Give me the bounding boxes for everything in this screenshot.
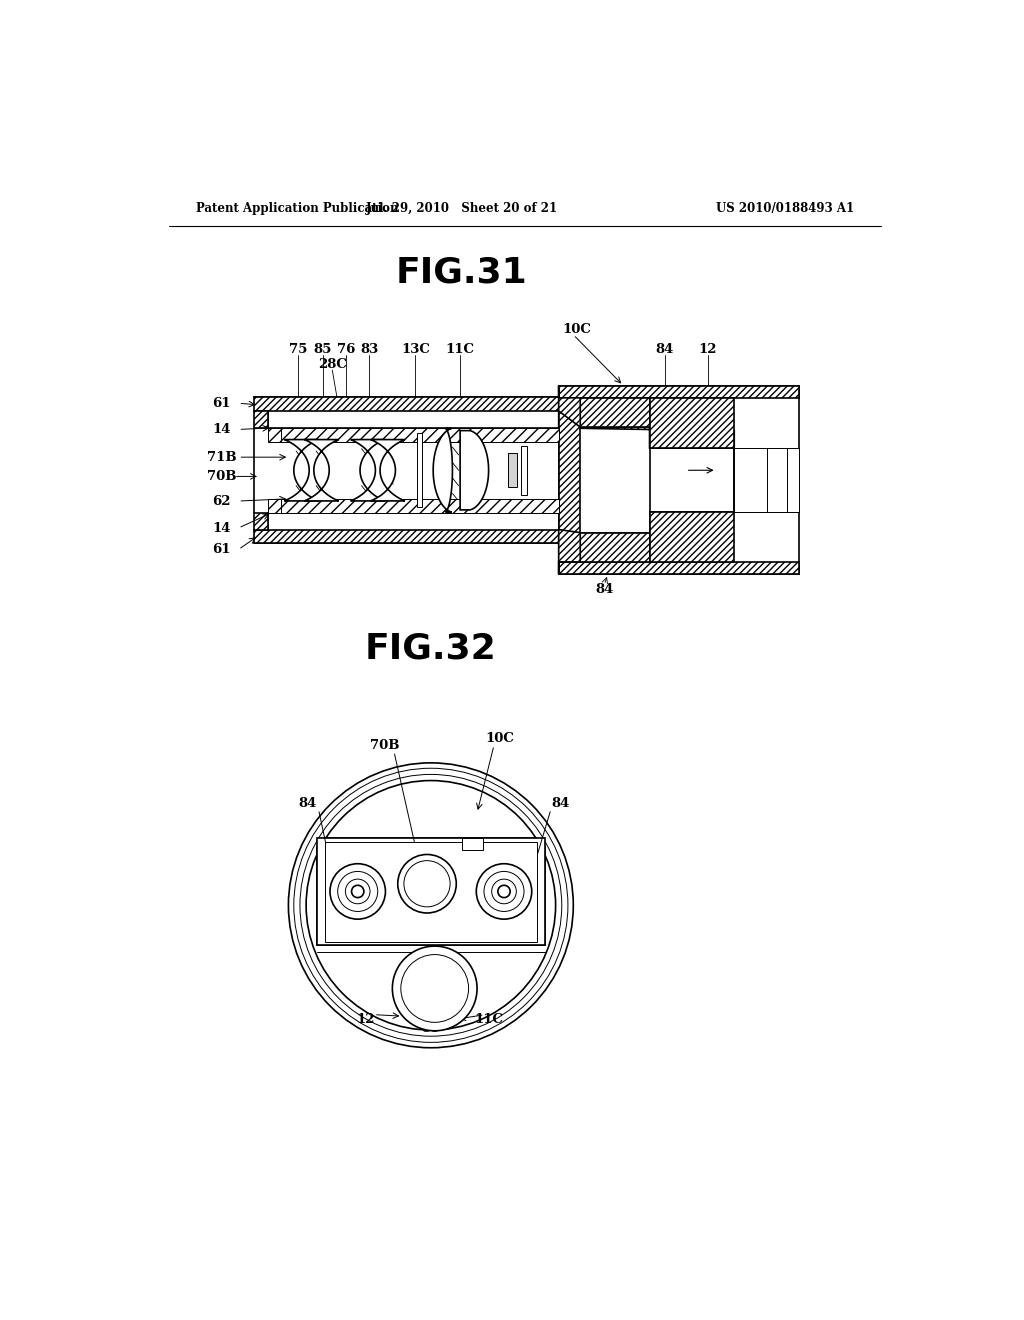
- Text: 28C: 28C: [317, 358, 347, 371]
- Polygon shape: [433, 428, 453, 512]
- Polygon shape: [559, 529, 581, 574]
- Polygon shape: [254, 529, 559, 544]
- Text: 12: 12: [698, 343, 717, 356]
- Polygon shape: [581, 533, 649, 562]
- Text: 10C: 10C: [485, 733, 515, 746]
- Polygon shape: [767, 447, 787, 512]
- Polygon shape: [559, 411, 734, 447]
- Polygon shape: [559, 562, 799, 574]
- Text: 11C: 11C: [445, 343, 474, 356]
- Text: FIG.31: FIG.31: [396, 255, 527, 289]
- Text: 61: 61: [212, 397, 230, 409]
- Text: 71B: 71B: [207, 450, 237, 463]
- Polygon shape: [417, 433, 422, 507]
- Polygon shape: [254, 397, 559, 411]
- Circle shape: [498, 886, 510, 898]
- Polygon shape: [267, 428, 282, 442]
- Text: 84: 84: [655, 343, 674, 356]
- Text: 75: 75: [289, 343, 307, 356]
- Text: Patent Application Publication: Patent Application Publication: [196, 202, 398, 215]
- Text: 10C: 10C: [563, 323, 592, 335]
- Text: 70B: 70B: [207, 470, 237, 483]
- Circle shape: [492, 879, 516, 904]
- Circle shape: [351, 886, 364, 898]
- Polygon shape: [462, 837, 483, 850]
- Polygon shape: [521, 446, 527, 495]
- Circle shape: [289, 763, 573, 1048]
- Circle shape: [294, 768, 568, 1043]
- Circle shape: [400, 954, 469, 1022]
- Text: 11C: 11C: [474, 1012, 503, 1026]
- Polygon shape: [316, 837, 545, 945]
- Polygon shape: [350, 440, 385, 500]
- Text: 84: 84: [595, 583, 613, 597]
- Circle shape: [330, 863, 385, 919]
- Circle shape: [300, 775, 562, 1036]
- Text: 85: 85: [314, 343, 332, 356]
- Text: 61: 61: [212, 543, 230, 556]
- Circle shape: [338, 871, 378, 911]
- Text: 70B: 70B: [370, 739, 399, 751]
- Text: 84: 84: [551, 797, 569, 810]
- Polygon shape: [285, 440, 318, 500]
- Circle shape: [484, 871, 524, 911]
- Polygon shape: [559, 385, 799, 574]
- Polygon shape: [254, 411, 267, 428]
- Circle shape: [345, 879, 370, 904]
- Polygon shape: [734, 447, 799, 512]
- Text: FIG.32: FIG.32: [365, 631, 497, 665]
- Polygon shape: [325, 842, 538, 942]
- Polygon shape: [581, 397, 649, 428]
- Text: 80: 80: [422, 1022, 440, 1035]
- Text: 14: 14: [212, 521, 230, 535]
- Text: 76: 76: [337, 343, 355, 356]
- Circle shape: [306, 780, 556, 1030]
- Polygon shape: [282, 499, 559, 512]
- Text: 12: 12: [356, 1012, 375, 1026]
- Polygon shape: [267, 499, 282, 512]
- Circle shape: [403, 861, 451, 907]
- Circle shape: [392, 946, 477, 1031]
- Polygon shape: [371, 440, 404, 500]
- Circle shape: [397, 854, 457, 913]
- Polygon shape: [559, 397, 581, 562]
- Text: US 2010/0188493 A1: US 2010/0188493 A1: [716, 202, 854, 215]
- Polygon shape: [508, 453, 517, 487]
- Circle shape: [476, 863, 531, 919]
- Polygon shape: [304, 440, 339, 500]
- Text: 84: 84: [298, 797, 316, 810]
- Text: 62: 62: [212, 495, 230, 508]
- Text: 13C: 13C: [401, 343, 430, 356]
- Polygon shape: [460, 430, 488, 510]
- Polygon shape: [254, 512, 267, 529]
- Polygon shape: [559, 385, 581, 428]
- Text: Jul. 29, 2010   Sheet 20 of 21: Jul. 29, 2010 Sheet 20 of 21: [366, 202, 558, 215]
- Polygon shape: [559, 385, 799, 397]
- Polygon shape: [649, 512, 734, 562]
- Text: 83: 83: [360, 343, 379, 356]
- Polygon shape: [649, 397, 734, 447]
- Polygon shape: [282, 428, 559, 442]
- Text: 14: 14: [212, 422, 230, 436]
